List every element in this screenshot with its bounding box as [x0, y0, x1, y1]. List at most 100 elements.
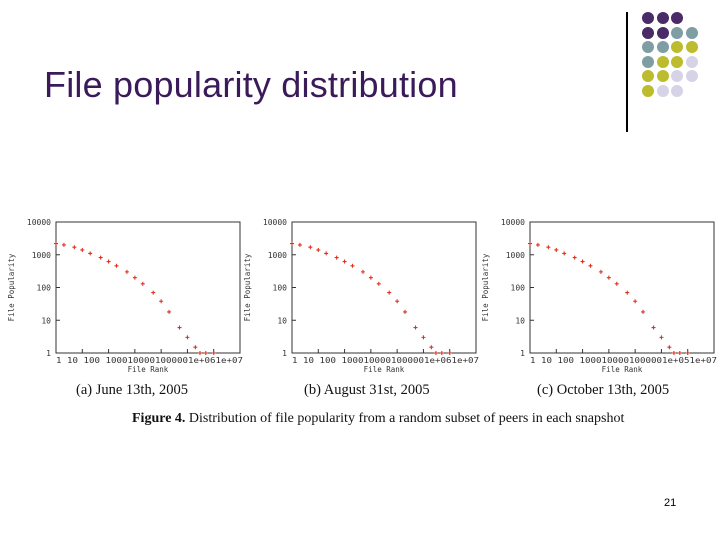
- data-point: [61, 242, 66, 247]
- data-point: [667, 345, 672, 350]
- decor-dot-purple: [656, 12, 669, 24]
- data-point: [403, 309, 408, 314]
- data-point: [106, 259, 111, 264]
- data-point: [159, 299, 164, 304]
- data-point: [685, 351, 690, 355]
- data-point: [641, 309, 646, 314]
- x-axis-label: File Rank: [602, 365, 643, 373]
- plot-frame: [291, 221, 477, 354]
- chart-august: 10000 1000 100 10 1 1 10 100 1000100001000001…: [243, 218, 479, 373]
- y-tick-label: 10: [41, 316, 51, 325]
- data-point: [439, 351, 444, 355]
- data-point: [316, 247, 321, 252]
- decor-dot-olive: [671, 41, 683, 53]
- data-point: [614, 281, 619, 286]
- data-point: [387, 290, 392, 295]
- y-tick-label: 1: [46, 349, 51, 358]
- data-point: [606, 275, 611, 280]
- data-point: [124, 269, 129, 274]
- data-point: [433, 351, 438, 355]
- data-point: [334, 255, 339, 260]
- y-tick-label: 10000: [27, 218, 51, 227]
- decor-dot-purple: [656, 26, 669, 39]
- decor-dot-lavender: [656, 84, 669, 97]
- data-point: [633, 299, 638, 304]
- x-tick-labels: 1 10 100 1000100001000001e+061e+07: [292, 356, 479, 365]
- data-point: [342, 259, 347, 264]
- data-point: [528, 241, 532, 246]
- decor-dot-olive: [642, 70, 654, 82]
- data-point: [140, 281, 145, 286]
- data-point: [671, 351, 676, 355]
- data-point: [447, 351, 452, 355]
- data-point: [562, 251, 567, 256]
- decor-dot-teal: [671, 26, 683, 39]
- data-point: [535, 242, 540, 247]
- data-point: [211, 351, 216, 355]
- caption-october: (c) October 13th, 2005: [537, 382, 670, 398]
- slide-title: File popularity distribution: [44, 64, 458, 105]
- decor-dot-olive: [656, 70, 669, 82]
- data-point: [72, 245, 77, 250]
- decor-dot-teal: [656, 41, 669, 53]
- x-axis-label: File Rank: [128, 365, 169, 373]
- data-point: [376, 281, 381, 286]
- data-point: [132, 275, 137, 280]
- plot-frame: [529, 221, 715, 354]
- y-tick-label: 1000: [32, 251, 51, 260]
- decor-dot-lavender: [671, 84, 683, 97]
- data-point: [297, 242, 302, 247]
- chart-june: 10000 1000 100 10 1 1 10 100 1000100001000001…: [7, 218, 243, 373]
- data-point: [54, 241, 58, 246]
- data-point: [546, 245, 551, 250]
- y-tick-label: 1: [282, 349, 287, 358]
- y-axis-label: File Popularity: [243, 253, 252, 321]
- data-point: [421, 335, 426, 340]
- data-point: [177, 325, 182, 330]
- decor-dot-olive: [656, 55, 669, 68]
- data-point: [395, 299, 400, 304]
- data-point: [360, 269, 365, 274]
- decor-dot-purple: [642, 26, 654, 39]
- y-tick-label: 100: [37, 284, 52, 293]
- data-point: [598, 269, 603, 274]
- data-point: [167, 309, 172, 314]
- y-tick-label: 10: [277, 316, 287, 325]
- y-tick-label: 1: [520, 349, 525, 358]
- data-point: [185, 335, 190, 340]
- y-tick-label: 1000: [506, 251, 525, 260]
- data-point: [203, 351, 208, 355]
- data-point: [580, 259, 585, 264]
- y-tick-label: 100: [273, 284, 288, 293]
- data-point: [413, 325, 418, 330]
- data-point: [368, 275, 373, 280]
- y-tick-label: 10: [515, 316, 525, 325]
- decor-dot-teal: [685, 26, 698, 39]
- data-point: [429, 345, 434, 350]
- data-point: [80, 247, 85, 252]
- decor-dot-lavender: [671, 70, 683, 82]
- figure-caption: Figure 4. Distribution of file popularit…: [132, 411, 624, 427]
- data-point: [677, 351, 682, 355]
- y-tick-label: 100: [511, 284, 526, 293]
- y-tick-label: 10000: [501, 218, 525, 227]
- data-point: [193, 345, 198, 350]
- data-point: [151, 290, 156, 295]
- data-point: [659, 335, 664, 340]
- data-point: [197, 351, 202, 355]
- caption-june: (a) June 13th, 2005: [76, 382, 188, 398]
- data-point: [572, 255, 577, 260]
- figure-label: Figure 4.: [132, 411, 186, 426]
- figure-text: Distribution of file popularity from a r…: [185, 411, 625, 426]
- decor-dot-olive: [671, 55, 683, 68]
- x-tick-labels: 1 10 100 1000100001000001e+061e+07: [56, 356, 243, 365]
- data-point: [308, 245, 313, 250]
- decor-dot-teal: [642, 55, 654, 68]
- decor-dot-lavender: [685, 70, 698, 82]
- y-tick-label: 1000: [268, 251, 287, 260]
- title-divider-line: [626, 12, 628, 132]
- decor-dot-olive: [642, 84, 654, 97]
- data-point: [114, 263, 119, 268]
- page-number: 21: [664, 497, 677, 509]
- decor-dot-olive: [685, 41, 698, 53]
